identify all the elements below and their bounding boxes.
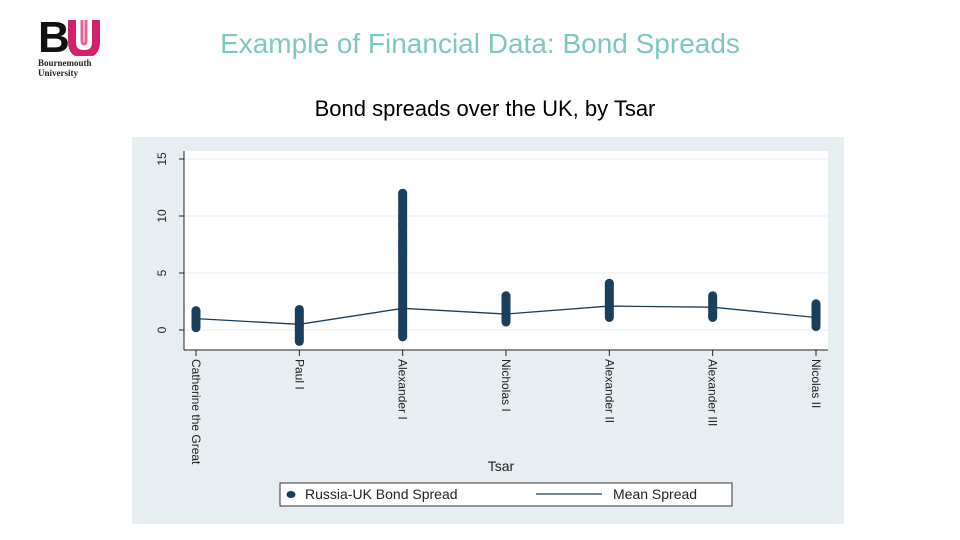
y-tick-label: 0 [155, 326, 169, 333]
mean-spread-line [195, 305, 817, 325]
svg-text:B: B [38, 16, 70, 56]
legend-label-line: Mean Spread [613, 486, 697, 502]
legend-label-scatter: Russia-UK Bond Spread [305, 486, 458, 502]
scatter-point [604, 279, 614, 287]
slide-title: Example of Financial Data: Bond Spreads [220, 28, 740, 59]
bu-logo-mark-icon: B [38, 13, 100, 62]
legend-box [279, 482, 733, 507]
x-tick-label: Nicholas I [499, 359, 513, 412]
logo-line-2: University [38, 68, 78, 78]
scatter-point [398, 221, 408, 229]
x-axis-title: Tsar [488, 458, 515, 474]
legend-marker-scatter [286, 491, 296, 498]
x-tick-label: Alexander III [706, 359, 720, 426]
x-tick-label: Catherine the Great [189, 359, 203, 465]
logo-subtitle: Bournemouth University [38, 58, 92, 78]
chart-title: Bond spreads over the UK, by Tsar [314, 96, 656, 121]
y-tick-label: 5 [155, 269, 169, 276]
x-tick-label: Paul I [292, 359, 306, 390]
y-tick-label: 15 [155, 152, 169, 166]
scatter-chart: 0 5 10 15 Catherine the Great Paul I Alexander… [132, 137, 844, 524]
scatter-point [501, 292, 511, 300]
x-tick-label: Nicolas II [809, 359, 823, 408]
scatter-point [398, 255, 408, 263]
chart-panel: 0 5 10 15 Catherine the Great Paul I Alexander… [132, 137, 844, 524]
scatter-point [398, 189, 408, 197]
x-tick-label: Alexander II [602, 359, 616, 423]
scatter-point [398, 214, 408, 222]
y-tick-label: 10 [155, 209, 169, 223]
logo-line-1: Bournemouth [38, 58, 92, 68]
university-logo: B Bournemouth University [38, 13, 118, 86]
x-tick-label: Alexander I [396, 359, 410, 420]
